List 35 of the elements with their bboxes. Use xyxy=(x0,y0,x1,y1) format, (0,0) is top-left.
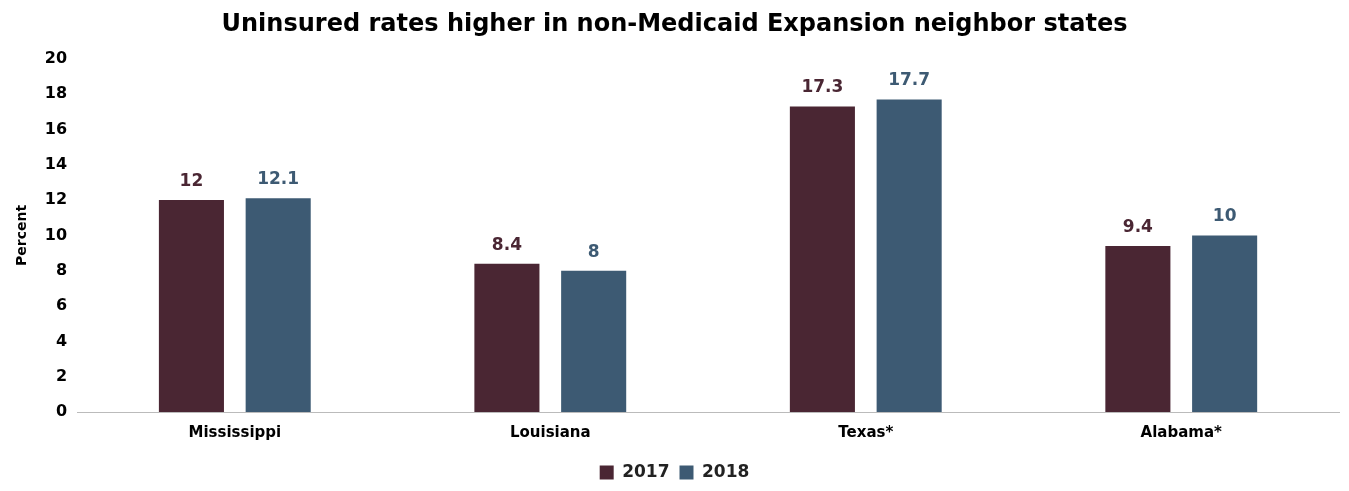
data-label: 10 xyxy=(1212,205,1237,226)
y-tick-label: 18 xyxy=(44,83,68,103)
y-tick-label: 20 xyxy=(44,47,68,67)
bar xyxy=(245,198,311,412)
data-label: 17.7 xyxy=(888,69,931,90)
legend-label: 2017 xyxy=(622,460,670,481)
data-label: 12 xyxy=(179,170,204,190)
bar xyxy=(1192,235,1258,412)
x-tick-label: Mississippi xyxy=(188,422,282,441)
y-axis-title: Percent xyxy=(13,204,30,266)
y-tick-label: 16 xyxy=(44,118,68,138)
bar xyxy=(158,200,224,412)
legend-label: 2018 xyxy=(702,460,750,481)
data-label: 8 xyxy=(587,240,600,261)
bar xyxy=(561,270,627,412)
bar xyxy=(474,263,540,412)
y-tick-label: 6 xyxy=(55,295,68,315)
y-tick-label: 0 xyxy=(55,401,68,421)
x-tick-label: Texas* xyxy=(838,422,894,441)
y-tick-label: 8 xyxy=(55,259,68,279)
chart-title: Uninsured rates higher in non-Medicaid Expansion neighbor states xyxy=(221,8,1128,37)
bar xyxy=(1105,246,1171,412)
y-tick-label: 10 xyxy=(44,224,68,244)
bar xyxy=(789,106,855,412)
data-label: 12.1 xyxy=(257,168,300,189)
data-label: 9.4 xyxy=(1122,215,1154,236)
y-tick-label: 4 xyxy=(55,330,68,350)
y-tick-label: 14 xyxy=(44,153,68,173)
data-label: 17.3 xyxy=(801,76,844,97)
x-tick-label: Louisiana xyxy=(509,422,591,441)
x-tick-label: Alabama* xyxy=(1140,422,1223,441)
y-tick-label: 2 xyxy=(55,365,68,385)
y-tick-label: 12 xyxy=(44,189,68,209)
data-label: 8.4 xyxy=(491,233,523,254)
bar xyxy=(876,99,942,412)
